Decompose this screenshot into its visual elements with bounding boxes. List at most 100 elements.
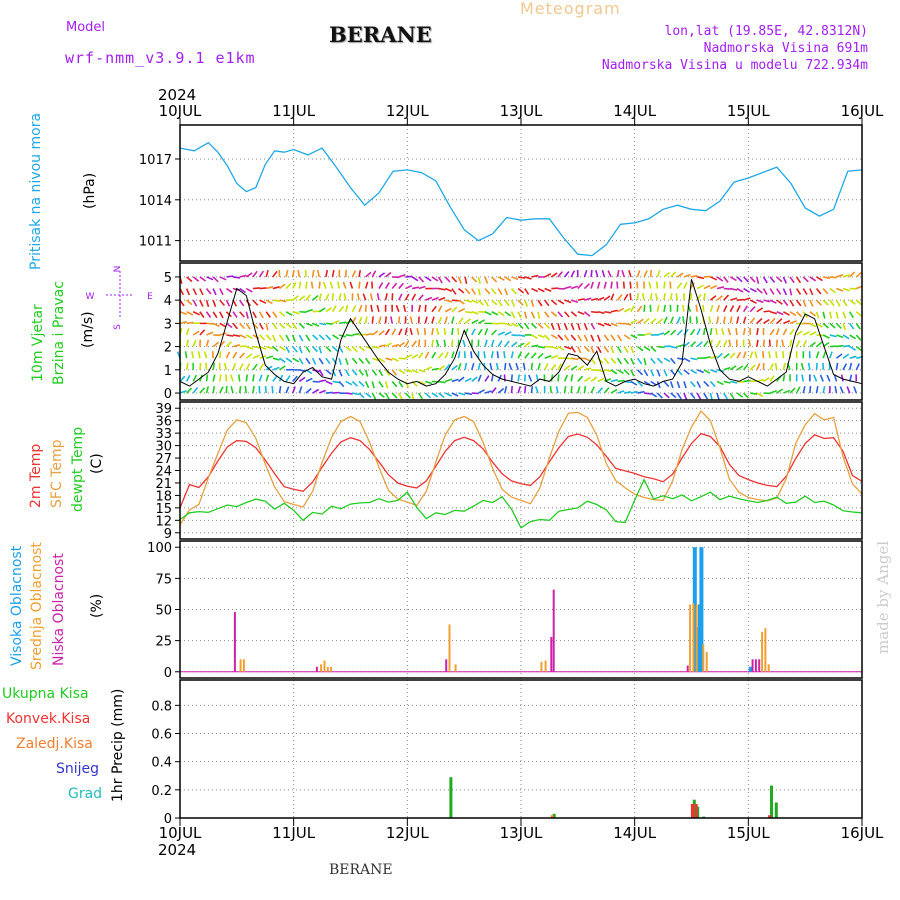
wind-vector [835,299,841,307]
wind-vector [657,345,665,349]
wind-vector [311,269,315,278]
wind-vector [749,287,757,293]
wind-vector [636,357,643,365]
wind-vector [534,386,539,394]
wind-vector [199,311,205,318]
wind-vector [185,374,191,382]
wind-vector [617,390,625,394]
wind-vector [310,281,314,289]
wind-vector [723,380,731,384]
wind-vector [683,328,689,336]
wind-vector [384,381,389,389]
wind-vector [458,376,465,383]
wind-vector [504,276,512,282]
wind-vector [464,276,468,284]
wind-vector [292,282,297,289]
wind-vector [703,392,709,400]
wind-vector [218,374,222,382]
wind-vector [597,346,602,354]
wind-vector [650,357,656,365]
wind-vector [517,342,525,348]
wind-vector [636,281,639,289]
wind-vector [709,327,713,336]
wind-vector [451,288,457,295]
wind-vector [496,351,500,359]
wind-vector [663,357,671,363]
wind-vector [265,365,273,371]
wind-vector [528,374,533,382]
wind-vector [325,322,333,325]
wind-vector [225,341,233,348]
wind-vector [703,284,711,290]
bar-cloud-2 [233,612,236,672]
wind-vector [192,299,198,307]
wind-vector [703,369,711,374]
wind-vector [656,304,660,312]
wind-vector [462,339,466,347]
wind-vector [418,369,426,373]
wind-vector [610,334,616,342]
wind-vector [252,354,260,359]
wind-vector [364,381,370,389]
wind-vector [232,344,241,348]
wind-vector [570,334,577,341]
wind-vector [322,281,327,289]
wind-vector [518,334,526,337]
wind-vector [736,298,744,301]
wind-vector [398,369,406,375]
wind-vector [325,369,332,375]
wind-vector [418,392,423,400]
wind-vector [312,380,320,383]
wind-vector [829,276,837,279]
bar-precipitation-1 [768,815,772,818]
wind-vector [643,380,651,386]
series-line-temperature-0 [179,432,863,509]
wind-vector [378,316,382,324]
wind-vector [654,293,659,301]
wind-vector [550,323,555,331]
wind-vector [518,276,526,279]
wind-vector [617,379,625,383]
wind-vector [435,339,440,347]
wind-vector [564,299,572,304]
wind-vector [809,311,816,317]
wind-vector [444,316,448,324]
wind-vector [776,288,782,295]
wind-vector [219,322,227,328]
wind-vector [212,299,217,307]
wind-vector [245,353,253,359]
wind-vector [305,294,312,301]
compass-letter: N [113,266,123,273]
x-tick-label-bottom: 16JUL [841,824,884,842]
wind-vector [285,322,293,329]
wind-vector [285,357,293,363]
wind-vector [842,287,850,292]
wind-vector [816,341,823,348]
wind-vector [743,297,751,301]
wind-vector [504,386,508,394]
wind-vector [278,322,286,329]
wind-vector [185,339,189,347]
wind-vector [404,340,410,347]
wind-vector [537,352,544,359]
x-tick-label-top: 14JUL [613,102,656,120]
wind-vector [325,307,333,313]
wind-vector [365,357,371,365]
location-text: lon,lat (19.85E, 42.8312N) [664,24,869,39]
wind-vector [795,299,802,307]
wind-vector [836,273,844,278]
wind-vector [451,339,454,347]
wind-vector [610,322,618,327]
wind-vector [822,311,826,319]
x-tick-label-bottom: 11JUL [272,824,315,842]
wind-vector [636,293,639,301]
wind-vector [186,299,193,306]
wind-vector [305,357,311,365]
wind-vector [418,352,424,359]
y-tick-label: 50 [155,604,172,619]
wind-vector [212,288,217,296]
wind-vector [510,299,516,307]
wind-vector [443,339,447,347]
wind-vector [571,357,579,361]
wind-vector [517,374,520,382]
